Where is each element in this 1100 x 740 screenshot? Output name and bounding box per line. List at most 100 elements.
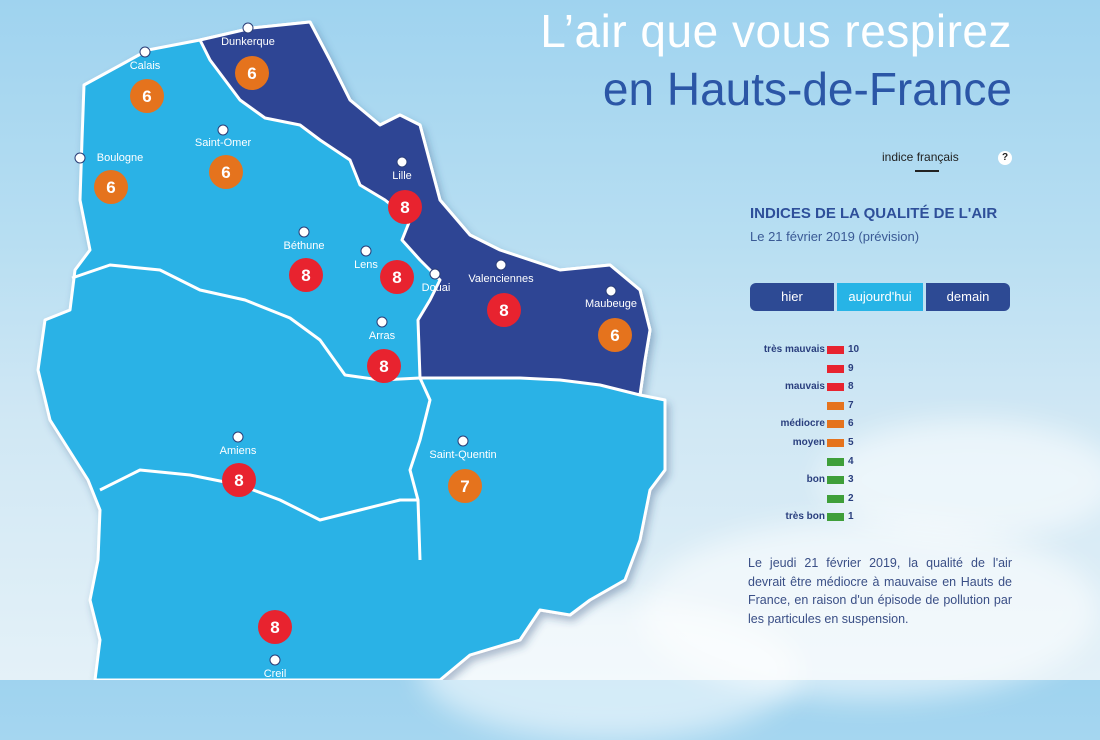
- legend-value: 9: [848, 362, 854, 374]
- city-label: Saint-Omer: [195, 137, 252, 149]
- air-index-marker[interactable]: [388, 190, 422, 224]
- tab-demain[interactable]: demain: [926, 283, 1010, 311]
- city-label: Valenciennes: [468, 273, 534, 285]
- help-icon[interactable]: ?: [998, 151, 1012, 165]
- legend-value: 8: [848, 381, 854, 393]
- city-label: Maubeuge: [585, 298, 637, 310]
- page-title-line2: en Hauts-de-France: [602, 63, 1012, 115]
- legend-swatch: [827, 346, 844, 354]
- page-title-line1: L’air que vous respirez: [540, 5, 1012, 57]
- legend-row: 2: [700, 493, 900, 505]
- legend-value: 2: [848, 492, 854, 504]
- air-index-value: 6: [142, 87, 151, 106]
- department-borders: [71, 263, 432, 561]
- air-index-value: 6: [247, 64, 256, 83]
- air-index-marker[interactable]: [94, 170, 128, 204]
- city-dunkerque[interactable]: Dunkerque 6: [221, 22, 275, 90]
- air-index-marker[interactable]: [209, 155, 243, 189]
- legend-row: très mauvais 10: [700, 344, 900, 356]
- legend-swatch: [827, 383, 844, 392]
- city-dot: [242, 22, 254, 34]
- indice-selector[interactable]: indice français: [882, 150, 959, 164]
- city-dot: [457, 435, 469, 447]
- air-index-marker[interactable]: [380, 260, 414, 294]
- city-lens[interactable]: Lens 8: [354, 245, 414, 294]
- legend-label: médiocre: [780, 418, 825, 430]
- day-tabs: hier aujourd'hui demain: [750, 283, 1010, 311]
- city-bethune[interactable]: Béthune 8: [284, 226, 325, 292]
- city-label: Amiens: [220, 445, 257, 457]
- city-calais[interactable]: Calais 6: [130, 46, 164, 113]
- city-label: Calais: [130, 60, 161, 72]
- city-label: Arras: [369, 330, 396, 342]
- air-index-marker[interactable]: [289, 258, 323, 292]
- legend-row: bon 3: [700, 474, 900, 486]
- air-index-marker[interactable]: [235, 56, 269, 90]
- city-douai[interactable]: Douai: [422, 268, 451, 294]
- city-dot: [429, 268, 441, 280]
- legend-row: moyen 5: [700, 437, 900, 449]
- legend-swatch: [827, 457, 844, 466]
- legend-value: 3: [848, 474, 854, 486]
- legend-swatch: [827, 439, 844, 447]
- legend-label: très mauvais: [763, 344, 825, 355]
- air-index-marker[interactable]: [448, 469, 482, 503]
- city-creil[interactable]: Creil 8: [258, 610, 292, 680]
- legend-value: 4: [848, 455, 854, 467]
- city-saint-omer[interactable]: Saint-Omer 6: [195, 124, 252, 189]
- legend-row: médiocre 6: [700, 418, 900, 430]
- tab-aujourdhui[interactable]: aujourd'hui: [837, 283, 923, 311]
- air-index-marker[interactable]: [222, 463, 256, 497]
- air-index-marker[interactable]: [130, 79, 164, 113]
- air-index-value: 8: [270, 618, 279, 637]
- city-dot: [298, 226, 310, 238]
- legend-label: mauvais: [784, 381, 825, 393]
- legend-row: 9: [700, 363, 900, 375]
- air-index-value: 8: [400, 198, 409, 217]
- legend-label: moyen: [792, 437, 825, 448]
- air-index-value: 8: [301, 266, 310, 285]
- city-dot: [360, 245, 372, 257]
- legend-swatch: [827, 420, 844, 429]
- city-saint-quentin[interactable]: Saint-Quentin 7: [429, 435, 497, 503]
- city-label: Dunkerque: [221, 36, 275, 48]
- city-markers-layer: Dunkerque 6 Calais 6 Boulogne 6 Saint-Omer 6 Lil…: [74, 22, 637, 680]
- tab-hier[interactable]: hier: [750, 283, 834, 311]
- city-dot: [495, 259, 507, 271]
- air-index-value: 8: [379, 357, 388, 376]
- air-index-value: 8: [392, 268, 401, 287]
- air-index-marker[interactable]: [487, 293, 521, 327]
- section-date: Le 21 février 2019 (prévision): [750, 229, 920, 244]
- city-lille[interactable]: Lille 8: [388, 156, 422, 224]
- air-index-value: 6: [610, 326, 619, 345]
- air-index-marker[interactable]: [367, 349, 401, 383]
- section-title: INDICES DE LA QUALITÉ DE L'AIR: [750, 205, 998, 222]
- legend-swatch: [827, 494, 844, 503]
- legend-row: 4: [700, 456, 900, 468]
- city-dot: [217, 124, 229, 136]
- air-index-marker[interactable]: [598, 318, 632, 352]
- city-maubeuge[interactable]: Maubeuge 6: [585, 285, 637, 352]
- city-valenciennes[interactable]: Valenciennes 8: [468, 259, 534, 327]
- air-quality-map: [36, 20, 667, 680]
- city-label: Douai: [422, 282, 451, 294]
- air-index-value: 7: [460, 477, 469, 496]
- city-arras[interactable]: Arras 8: [367, 316, 401, 383]
- city-boulogne[interactable]: Boulogne 6: [74, 152, 144, 204]
- air-index-value: 8: [234, 471, 243, 490]
- region-nord: [198, 20, 652, 397]
- air-index-value: 6: [221, 163, 230, 182]
- legend-swatch: [827, 364, 844, 373]
- city-label: Lille: [392, 170, 412, 182]
- legend-value: 10: [848, 344, 860, 355]
- legend-swatch: [827, 513, 844, 522]
- forecast-description: Le jeudi 21 février 2019, la qualité de …: [748, 556, 1012, 626]
- legend-label: très bon: [785, 511, 825, 523]
- city-dot: [396, 156, 408, 168]
- air-index-marker[interactable]: [258, 610, 292, 644]
- city-dot: [605, 285, 617, 297]
- city-dot: [232, 431, 244, 443]
- city-label: Boulogne: [97, 152, 144, 164]
- city-amiens[interactable]: Amiens 8: [220, 431, 257, 497]
- city-dot: [74, 152, 86, 164]
